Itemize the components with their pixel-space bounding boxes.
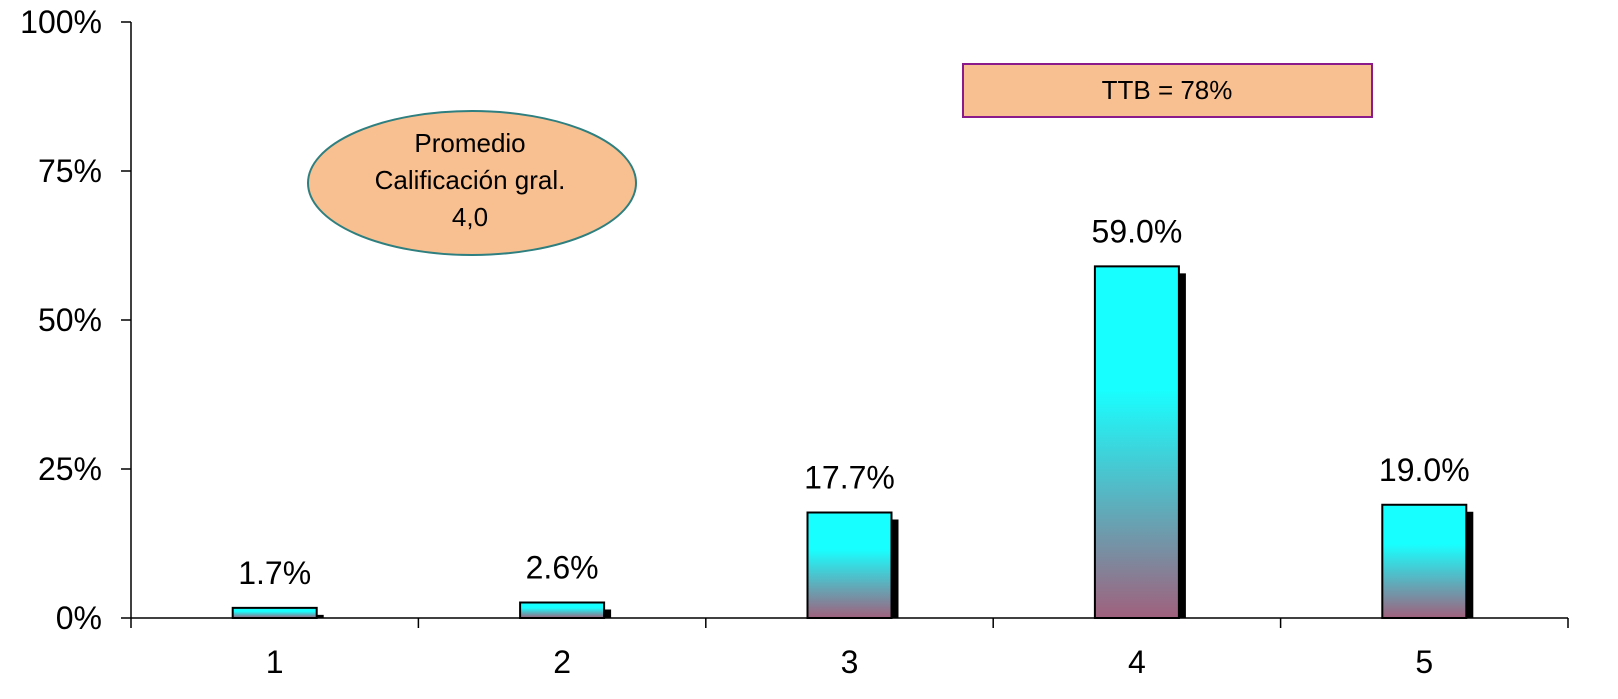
ttb-annotation-box: TTB = 78% bbox=[962, 63, 1373, 118]
y-ticks: 0% 25% 50% 75% 100% bbox=[20, 4, 131, 636]
bar bbox=[806, 511, 893, 619]
bar bbox=[1381, 503, 1468, 620]
x-tick-label: 1 bbox=[266, 644, 284, 680]
bar-group: 17.7% bbox=[804, 460, 899, 619]
y-tick-label: 50% bbox=[38, 302, 102, 338]
bar bbox=[231, 606, 318, 619]
x-tick-label: 5 bbox=[1415, 644, 1433, 680]
ttb-box bbox=[962, 63, 1373, 118]
data-label: 17.7% bbox=[804, 460, 895, 496]
y-tick-label: 100% bbox=[20, 4, 102, 40]
data-label: 1.7% bbox=[238, 555, 311, 591]
bar bbox=[519, 601, 606, 620]
data-label: 59.0% bbox=[1092, 213, 1183, 249]
promedio-line-2: Calificación gral. bbox=[375, 165, 566, 195]
bar-group: 2.6% bbox=[519, 550, 612, 620]
bar-group: 1.7% bbox=[231, 555, 324, 619]
bar-group: 59.0% bbox=[1092, 213, 1186, 619]
x-tick-label: 3 bbox=[841, 644, 859, 680]
bar-group: 19.0% bbox=[1379, 452, 1474, 620]
data-label: 19.0% bbox=[1379, 452, 1470, 488]
promedio-ellipse bbox=[307, 110, 637, 256]
x-ticks: 1 2 3 4 5 bbox=[130, 618, 1569, 680]
promedio-line-3: 4,0 bbox=[452, 202, 488, 232]
x-axis: 1 2 3 4 5 bbox=[130, 617, 1569, 680]
x-tick-label: 2 bbox=[553, 644, 571, 680]
promedio-annotation: Promedio Calificación gral. 4,0 bbox=[307, 110, 637, 256]
ttb-label: TTB = 78% bbox=[1102, 75, 1233, 105]
x-tick-label: 4 bbox=[1128, 644, 1146, 680]
y-tick-label: 0% bbox=[56, 600, 102, 636]
bar bbox=[1093, 265, 1180, 619]
y-tick-label: 25% bbox=[38, 451, 102, 487]
bars: 1.7% 2.6% 17.7% 59.0% 19.0% bbox=[231, 213, 1474, 620]
y-axis: 0% 25% 50% 75% 100% bbox=[20, 4, 132, 636]
y-tick-label: 75% bbox=[38, 153, 102, 189]
data-label: 2.6% bbox=[526, 550, 599, 586]
promedio-line-1: Promedio bbox=[414, 128, 525, 158]
